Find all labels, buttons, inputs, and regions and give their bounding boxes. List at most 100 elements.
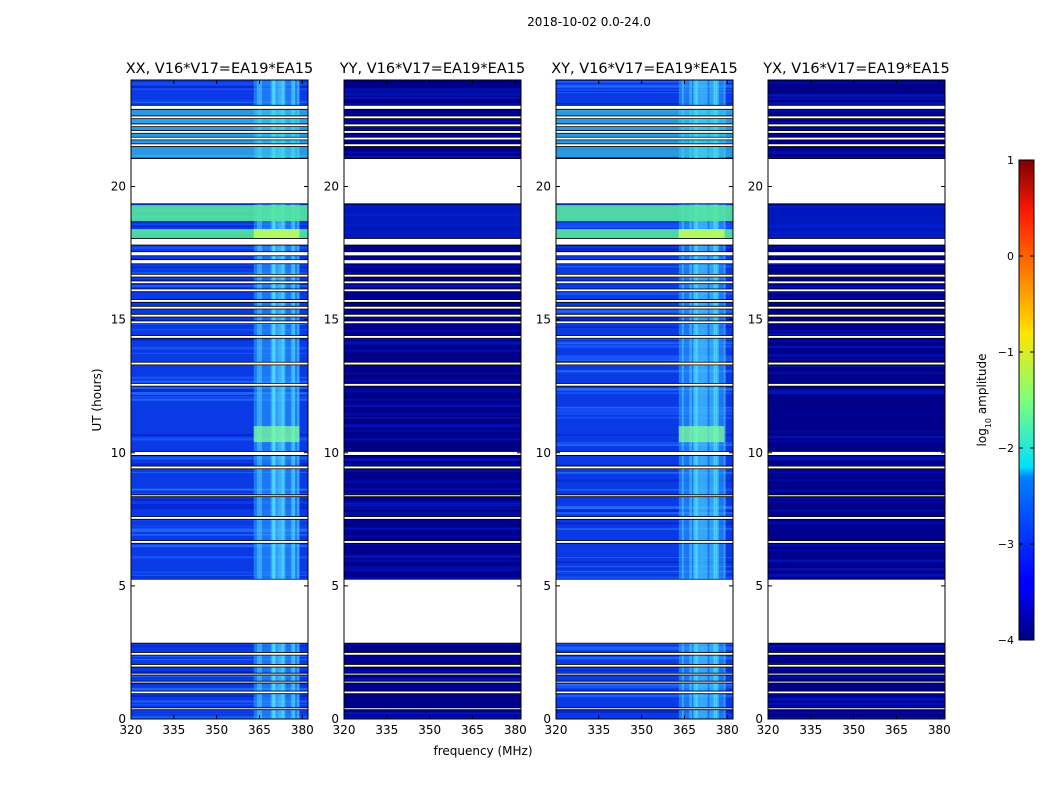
data-gap xyxy=(131,451,308,456)
data-gap xyxy=(768,691,945,694)
y-tick-label: 5 xyxy=(331,579,339,593)
noise-row xyxy=(131,248,308,250)
data-gap xyxy=(556,115,733,119)
noise-row xyxy=(768,647,945,651)
x-tick-label: 335 xyxy=(375,723,398,737)
noise-row xyxy=(768,418,945,421)
noise-row xyxy=(131,85,308,89)
noise-row xyxy=(344,359,521,361)
noise-row xyxy=(768,568,945,571)
noise-row xyxy=(131,563,308,566)
data-gap xyxy=(768,516,945,520)
noise-row xyxy=(768,391,945,394)
noise-row xyxy=(344,374,521,377)
noise-row xyxy=(768,82,945,85)
noise-row xyxy=(768,471,945,474)
y-tick-label: 15 xyxy=(536,313,551,327)
x-tick-label: 350 xyxy=(418,723,441,737)
data-gap xyxy=(344,664,521,668)
data-gap xyxy=(131,383,308,387)
noise-row xyxy=(344,399,521,401)
rfi-channel xyxy=(296,80,300,719)
noise-row xyxy=(768,697,945,701)
noise-row xyxy=(131,380,308,383)
data-gap xyxy=(344,281,521,284)
noise-row xyxy=(131,84,308,87)
noise-row xyxy=(131,700,308,703)
noise-row xyxy=(768,311,945,315)
noise-row xyxy=(768,506,945,509)
noise-row xyxy=(131,268,308,271)
data-gap xyxy=(768,494,945,497)
rfi-burst xyxy=(678,426,725,443)
noise-row xyxy=(556,248,733,251)
data-gap xyxy=(131,681,308,684)
noise-row xyxy=(556,556,733,558)
noise-row xyxy=(344,271,521,273)
bright-rows xyxy=(131,205,308,222)
noise-row xyxy=(556,442,733,444)
noise-row xyxy=(131,713,308,717)
noise-row xyxy=(556,649,733,651)
data-gap xyxy=(556,306,733,309)
data-gap xyxy=(556,673,733,676)
noise-row xyxy=(556,549,733,553)
x-tick-label: 365 xyxy=(248,723,271,737)
noise-row xyxy=(344,510,521,513)
noise-row xyxy=(556,527,733,530)
noise-row xyxy=(768,333,945,336)
data-gap xyxy=(556,540,733,544)
noise-row xyxy=(131,286,308,290)
noise-row xyxy=(768,365,945,368)
noise-row xyxy=(131,346,308,350)
x-tick-label: 380 xyxy=(504,723,527,737)
rfi-channel xyxy=(697,80,703,719)
noise-row xyxy=(344,556,521,558)
noise-row xyxy=(768,501,945,504)
data-gap xyxy=(131,540,308,544)
noise-row xyxy=(131,575,308,577)
noise-row xyxy=(344,567,521,570)
noise-row xyxy=(768,87,945,90)
noise-row xyxy=(344,711,521,715)
noise-row xyxy=(344,379,521,382)
noise-row xyxy=(556,339,733,342)
data-gap xyxy=(556,314,733,317)
rfi-channel xyxy=(273,80,276,719)
data-gap xyxy=(556,143,733,147)
data-gap xyxy=(556,362,733,365)
noise-row xyxy=(768,389,945,393)
data-gap xyxy=(131,579,308,644)
noise-row xyxy=(768,440,945,442)
noise-row xyxy=(344,265,521,268)
noise-row xyxy=(131,344,308,347)
data-gap xyxy=(344,299,521,303)
data-gap xyxy=(344,115,521,119)
panel-title: YX, V16*V17=EA19*EA15 xyxy=(762,61,949,77)
noise-row xyxy=(344,554,521,558)
noise-row xyxy=(131,396,308,398)
noise-row xyxy=(768,346,945,349)
y-tick-label: 20 xyxy=(324,180,339,194)
y-tick-label: 0 xyxy=(543,712,551,726)
data-gap xyxy=(768,123,945,127)
data-gap xyxy=(344,314,521,317)
data-gap xyxy=(556,274,733,278)
noise-row xyxy=(768,128,945,130)
colorbar-ticks: 1 0 −1 −2 −3 −4 xyxy=(998,154,1034,647)
noise-row xyxy=(768,560,945,563)
noise-row xyxy=(556,426,733,430)
y-tick-label: 10 xyxy=(748,446,763,460)
noise-row xyxy=(556,266,733,268)
data-gap xyxy=(768,251,945,256)
noise-row xyxy=(556,658,733,662)
x-tick-label: 365 xyxy=(673,723,696,737)
noise-row xyxy=(768,432,945,436)
noise-row xyxy=(768,489,945,493)
noise-row xyxy=(556,676,733,680)
y-tick-label: 5 xyxy=(755,579,763,593)
panel-3: XY, V16*V17=EA19*EA15 320 335 350 365 380 0 5 10… xyxy=(536,61,739,737)
noise-row xyxy=(344,693,521,697)
noise-row xyxy=(131,463,308,466)
noise-row xyxy=(131,701,308,705)
